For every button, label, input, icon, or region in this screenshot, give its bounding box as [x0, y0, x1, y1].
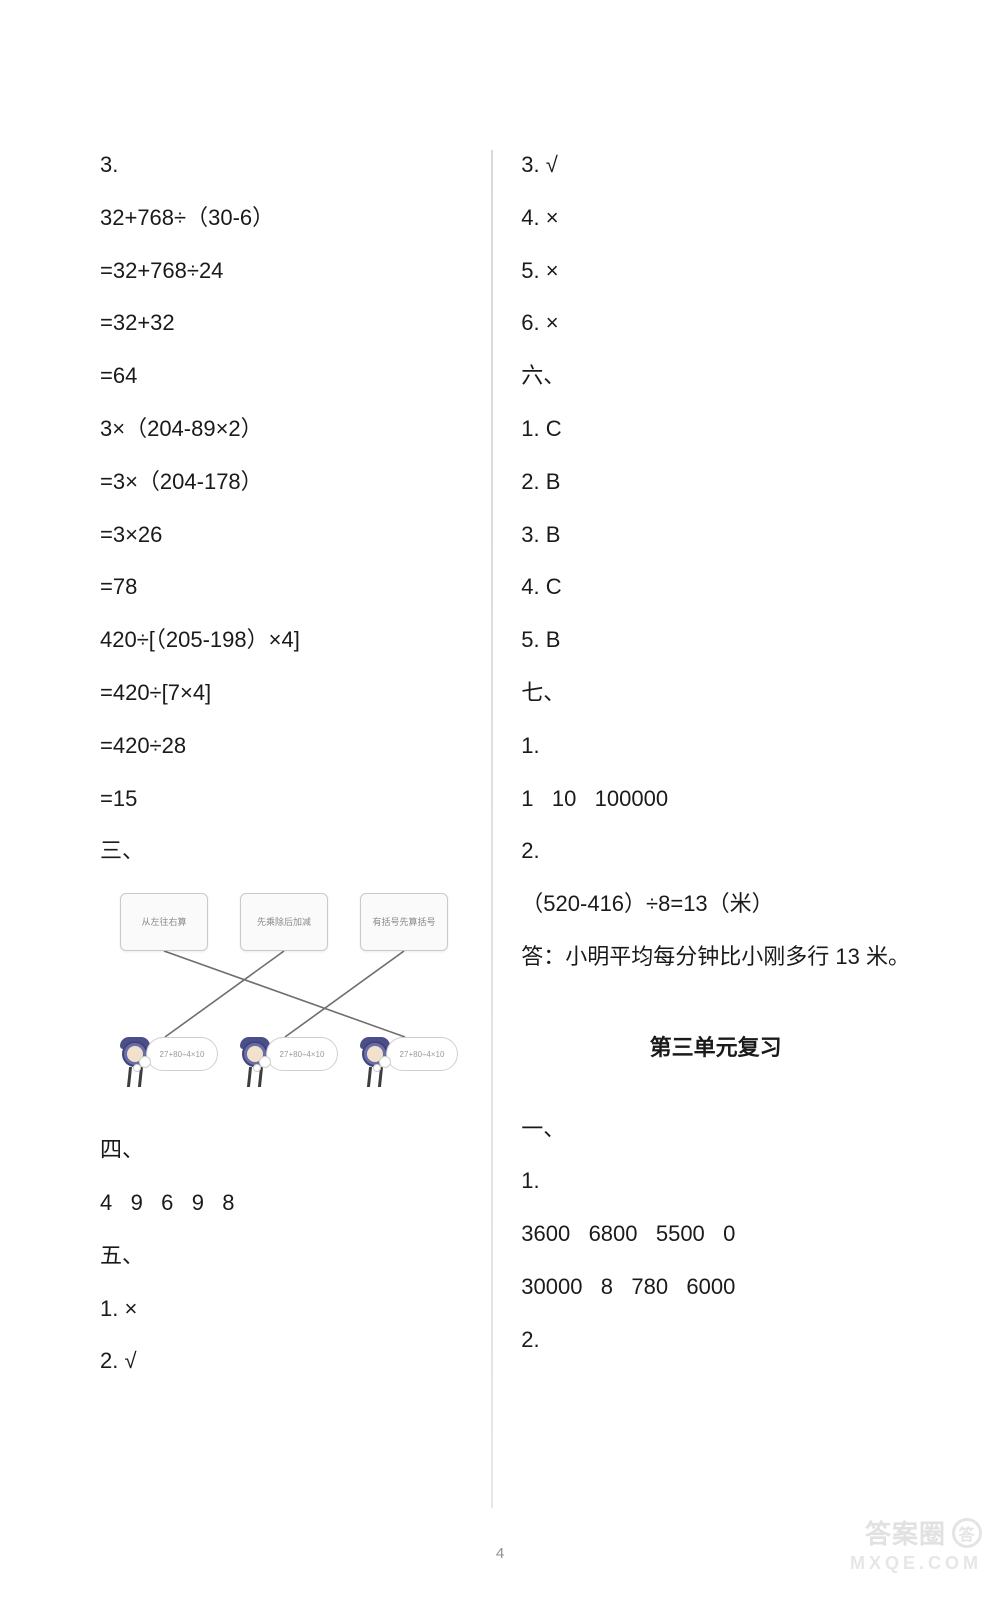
- problem-number: 3.: [100, 150, 463, 181]
- watermark-top: 答案圈 答: [792, 1514, 982, 1551]
- calc-step: =32+768÷24: [100, 256, 463, 287]
- section-heading: 七、: [521, 678, 910, 709]
- watermark-circle-icon: 答: [952, 1518, 982, 1548]
- true-false-answer: 3. √: [521, 150, 910, 181]
- calc-step: 3×（204-89×2）: [100, 414, 463, 445]
- calc-step: =3×（204-178）: [100, 467, 463, 498]
- column-divider: [491, 150, 493, 1508]
- bubble-text: 27+80÷4×10: [387, 1038, 457, 1072]
- true-false-answer: 1. ×: [100, 1294, 463, 1325]
- calc-expression: （520-416）÷8=13（米）: [521, 889, 910, 920]
- problem-number: 1.: [521, 1166, 910, 1197]
- multiple-choice-answer: 4. C: [521, 572, 910, 603]
- bubble-text: 27+80÷4×10: [267, 1038, 337, 1072]
- diagram-top-card: 有括号先算括号: [360, 893, 448, 951]
- multiple-choice-answer: 2. B: [521, 467, 910, 498]
- diagram-top-card: 从左往右算: [120, 893, 208, 951]
- section-heading: 五、: [100, 1241, 463, 1272]
- section-heading: 四、: [100, 1135, 463, 1166]
- calc-step: =3×26: [100, 520, 463, 551]
- calc-step: =15: [100, 784, 463, 815]
- spacer: [521, 1086, 910, 1092]
- calc-step: =78: [100, 572, 463, 603]
- watermark-text: 答案圈: [865, 1514, 946, 1551]
- multiple-choice-answer: 5. B: [521, 625, 910, 656]
- worksheet-page: 3. 32+768÷（30-6） =32+768÷24 =32+32 =64 3…: [0, 0, 1000, 1598]
- watermark-url: MXQE.COM: [792, 1553, 982, 1574]
- diagram-bottom-item: 27+80÷4×10: [350, 1033, 460, 1093]
- answer-values: 1 10 100000: [521, 784, 910, 815]
- problem-number: 2.: [521, 1325, 910, 1356]
- two-column-layout: 3. 32+768÷（30-6） =32+768÷24 =32+32 =64 3…: [100, 150, 910, 1508]
- section-heading: 六、: [521, 361, 910, 392]
- calc-step: =420÷28: [100, 731, 463, 762]
- word-answer: 答：小明平均每分钟比小刚多行 13 米。: [521, 942, 910, 973]
- calc-step: =32+32: [100, 308, 463, 339]
- problem-number: 2.: [521, 836, 910, 867]
- multiple-choice-answer: 3. B: [521, 520, 910, 551]
- card-label: 先乘除后加减: [257, 916, 311, 929]
- thought-bubble-icon: 27+80÷4×10: [266, 1037, 338, 1071]
- section-heading: 三、: [100, 836, 463, 867]
- matching-diagram: 从左往右算 先乘除后加减 有括号先算括号 27+80÷4×10: [100, 893, 460, 1103]
- page-number: 4: [496, 1545, 504, 1562]
- card-label: 有括号先算括号: [372, 916, 435, 929]
- calc-step: =420÷[7×4]: [100, 678, 463, 709]
- right-column: 3. √ 4. × 5. × 6. × 六、 1. C 2. B 3. B 4.…: [521, 150, 910, 1508]
- answer-values: 30000 8 780 6000: [521, 1272, 910, 1303]
- thought-bubble-icon: 27+80÷4×10: [386, 1037, 458, 1071]
- calc-step: 32+768÷（30-6）: [100, 203, 463, 234]
- left-column: 3. 32+768÷（30-6） =32+768÷24 =32+32 =64 3…: [100, 150, 463, 1508]
- watermark: 答案圈 答 MXQE.COM: [792, 1514, 982, 1584]
- true-false-answer: 2. √: [100, 1346, 463, 1377]
- section-heading: 一、: [521, 1114, 910, 1145]
- problem-number: 1.: [521, 731, 910, 762]
- true-false-answer: 5. ×: [521, 256, 910, 287]
- true-false-answer: 4. ×: [521, 203, 910, 234]
- unit-title: 第三单元复习: [521, 1033, 910, 1064]
- bubble-text: 27+80÷4×10: [147, 1038, 217, 1072]
- calc-step: 420÷[（205-198）×4]: [100, 625, 463, 656]
- diagram-bottom-item: 27+80÷4×10: [230, 1033, 340, 1093]
- answer-values: 4 9 6 9 8: [100, 1188, 463, 1219]
- diagram-bottom-item: 27+80÷4×10: [110, 1033, 220, 1093]
- diagram-top-card: 先乘除后加减: [240, 893, 328, 951]
- calc-step: =64: [100, 361, 463, 392]
- true-false-answer: 6. ×: [521, 308, 910, 339]
- spacer: [521, 995, 910, 1011]
- thought-bubble-icon: 27+80÷4×10: [146, 1037, 218, 1071]
- answer-values: 3600 6800 5500 0: [521, 1219, 910, 1250]
- multiple-choice-answer: 1. C: [521, 414, 910, 445]
- card-label: 从左往右算: [141, 916, 186, 929]
